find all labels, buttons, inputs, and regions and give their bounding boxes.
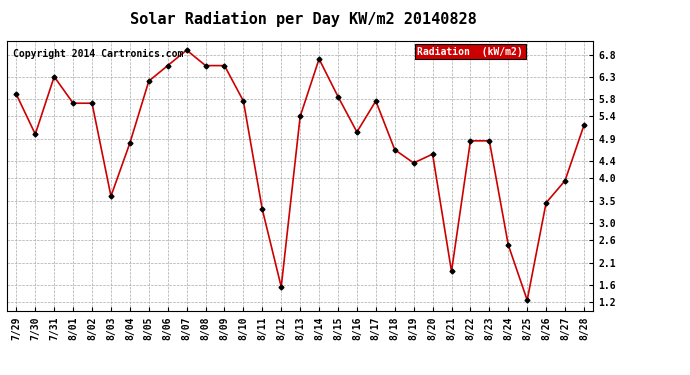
Text: Solar Radiation per Day KW/m2 20140828: Solar Radiation per Day KW/m2 20140828 (130, 11, 477, 27)
Text: Radiation  (kW/m2): Radiation (kW/m2) (417, 46, 523, 57)
Text: Copyright 2014 Cartronics.com: Copyright 2014 Cartronics.com (13, 50, 183, 59)
